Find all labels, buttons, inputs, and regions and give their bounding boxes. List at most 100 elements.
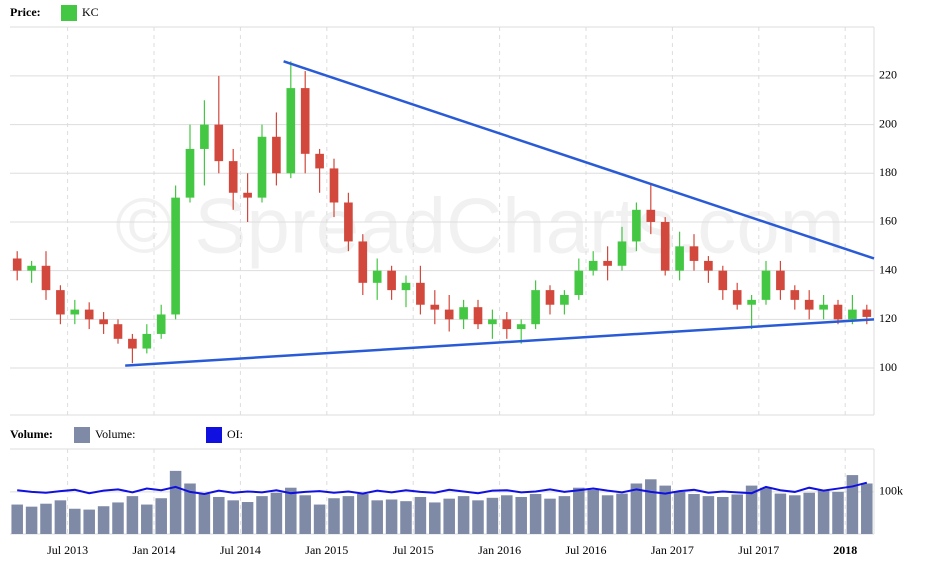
volume-bar bbox=[357, 494, 369, 534]
candle-body bbox=[704, 260, 713, 271]
volume-bar bbox=[760, 487, 772, 534]
y-tick-label: 200 bbox=[879, 116, 897, 130]
volume-bar bbox=[616, 493, 628, 534]
x-tick-label: Jan 2017 bbox=[651, 543, 694, 557]
candle-body bbox=[632, 209, 641, 242]
candle-body bbox=[430, 304, 440, 310]
y-tick-label: 100k bbox=[879, 484, 903, 498]
candle-body bbox=[790, 290, 800, 300]
volume-bar bbox=[774, 493, 787, 534]
candle-body bbox=[545, 290, 555, 305]
volume-bar bbox=[112, 502, 124, 534]
candle-body bbox=[488, 319, 497, 325]
candle-body bbox=[214, 124, 224, 162]
volume-bar bbox=[227, 500, 239, 534]
candle-body bbox=[603, 260, 612, 266]
volume-bar bbox=[371, 500, 383, 534]
volume-bar bbox=[285, 487, 297, 534]
volume-bar bbox=[731, 494, 743, 534]
candle-body bbox=[516, 324, 526, 330]
volume-bar bbox=[515, 496, 527, 534]
volume-bar bbox=[299, 495, 311, 534]
volume-bar bbox=[429, 502, 441, 534]
candle-body bbox=[84, 309, 94, 320]
y-tick-label: 180 bbox=[879, 165, 897, 179]
watermark: © SpreadCharts.com bbox=[115, 182, 844, 270]
candle-body bbox=[560, 294, 569, 305]
x-tick-label: Jul 2017 bbox=[738, 543, 779, 557]
candle-body bbox=[113, 324, 123, 339]
candle-body bbox=[473, 307, 483, 325]
volume-bar bbox=[558, 496, 571, 534]
candle-body bbox=[718, 270, 728, 291]
y-tick-label: 120 bbox=[879, 311, 897, 325]
volume-bar bbox=[673, 491, 686, 534]
candle-body bbox=[574, 270, 584, 295]
candle-body bbox=[804, 299, 814, 310]
candle-body bbox=[315, 153, 324, 169]
volume-bar bbox=[573, 487, 585, 534]
legend-entry: Volume: bbox=[95, 427, 135, 441]
legend-entry: OI: bbox=[227, 427, 243, 441]
volume-bar bbox=[659, 485, 671, 534]
candle-body bbox=[372, 270, 382, 283]
legend-entry: KC bbox=[82, 5, 99, 19]
trendline bbox=[283, 60, 875, 260]
volume-bar bbox=[587, 489, 599, 534]
volume-bar bbox=[486, 497, 499, 534]
candle-body bbox=[387, 270, 396, 291]
candle-body bbox=[689, 246, 699, 261]
volume-bar bbox=[385, 499, 398, 534]
x-tick-label: Jul 2016 bbox=[565, 543, 606, 557]
y-tick-label: 160 bbox=[879, 214, 897, 228]
volume-bar bbox=[83, 509, 95, 534]
legend-label: Price: bbox=[10, 5, 41, 19]
candle-body bbox=[833, 304, 843, 320]
candle-body bbox=[588, 260, 598, 271]
volume-bar bbox=[832, 491, 844, 534]
candle-body bbox=[70, 309, 80, 315]
volume-bar bbox=[126, 496, 139, 534]
candle-body bbox=[300, 88, 310, 154]
volume-bar bbox=[443, 498, 455, 534]
candle-body bbox=[99, 319, 108, 325]
candle-body bbox=[286, 88, 296, 174]
volume-bar bbox=[414, 496, 427, 534]
volume-bar bbox=[688, 494, 700, 534]
y-tick-label: 140 bbox=[879, 262, 897, 276]
candle-body bbox=[185, 148, 195, 198]
candle-body bbox=[761, 270, 771, 300]
volume-bar bbox=[544, 498, 556, 534]
x-tick-label: Jul 2015 bbox=[393, 543, 434, 557]
y-tick-label: 220 bbox=[879, 68, 897, 82]
volume-bar bbox=[155, 498, 167, 534]
candle-body bbox=[459, 307, 468, 320]
volume-bar bbox=[472, 500, 484, 534]
legend-swatch bbox=[61, 5, 77, 21]
volume-bar bbox=[601, 495, 614, 534]
legend-label: Volume: bbox=[10, 427, 53, 441]
volume-bar bbox=[141, 504, 153, 534]
candle-body bbox=[862, 309, 872, 317]
candle-body bbox=[56, 290, 65, 315]
candle-body bbox=[156, 314, 166, 334]
candle-body bbox=[128, 338, 137, 349]
volume-bar bbox=[313, 504, 326, 534]
volume-bar bbox=[54, 500, 67, 534]
volume-bar bbox=[169, 470, 182, 534]
candle-body bbox=[675, 246, 684, 271]
y-tick-label: 100 bbox=[879, 360, 897, 374]
volume-bar bbox=[457, 496, 470, 534]
x-tick-label: Jan 2014 bbox=[133, 543, 176, 557]
volume-bar bbox=[25, 506, 38, 534]
volume-bar bbox=[846, 475, 859, 534]
volume-bar bbox=[97, 506, 110, 534]
volume-bar bbox=[803, 492, 815, 534]
volume-bar bbox=[270, 492, 283, 534]
candle-body bbox=[776, 270, 785, 291]
volume-bar bbox=[501, 495, 513, 534]
candle-body bbox=[142, 333, 152, 349]
volume-bar bbox=[861, 483, 873, 534]
x-tick-label: Jul 2013 bbox=[47, 543, 88, 557]
candle-body bbox=[502, 319, 512, 330]
